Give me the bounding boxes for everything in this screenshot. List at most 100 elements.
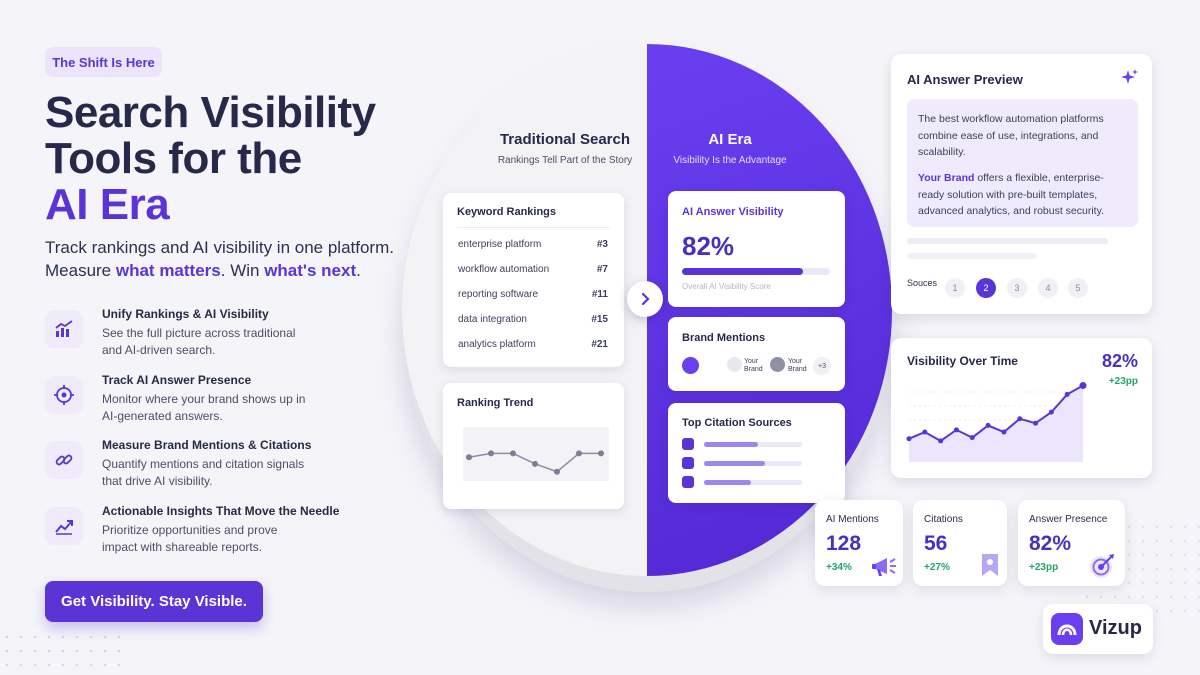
- visibility-point: [1017, 416, 1023, 422]
- keyword-term: reporting software: [458, 289, 539, 300]
- trend-point: [488, 450, 494, 457]
- keyword-rank: #3: [596, 239, 608, 250]
- bar-chart-icon: [45, 310, 83, 348]
- ranking-trend-title: Ranking Trend: [457, 397, 534, 409]
- feature-description: See the full picture across traditional …: [102, 326, 296, 357]
- dot-pattern-left: [0, 630, 120, 675]
- citation-source-icon: [682, 457, 694, 469]
- brand-mentions-title: Brand Mentions: [682, 332, 766, 344]
- visibility-over-time-chart: [906, 382, 1087, 462]
- ai-visibility-card: AI Answer Visibility 82% Overall AI Visi…: [668, 191, 845, 307]
- preview-answer-rest: offers a flexible, enterprise-ready solu…: [918, 172, 1104, 217]
- preview-title: AI Answer Preview: [907, 72, 1023, 87]
- chevron-right-icon: [641, 292, 650, 306]
- keyword-rank: #21: [591, 339, 608, 350]
- headline-line-2: Tools for the: [45, 134, 302, 183]
- ai-era-title: AI Era: [708, 131, 752, 148]
- traditional-subtitle: Rankings Tell Part of the Story: [497, 155, 633, 166]
- keyword-row: analytics platform #21: [458, 339, 608, 353]
- subhead-emphasis-2: what's next: [264, 261, 357, 280]
- visibility-over-time-delta: +23pp: [1108, 376, 1138, 387]
- brand-mentions-card: Brand Mentions Your Brand Your Brand +3: [668, 317, 845, 391]
- metric-delta: +23pp: [1029, 562, 1059, 573]
- vizup-logo: Vizup: [1043, 604, 1153, 654]
- visibility-point: [938, 438, 944, 444]
- citations-card: Citations 56 +27%: [913, 500, 1007, 586]
- metric-label: Answer Presence: [1029, 514, 1108, 525]
- ai-visibility-label: Overall AI Visibility Score: [682, 282, 771, 291]
- metric-delta: +27%: [924, 562, 950, 573]
- visibility-area: [909, 385, 1083, 462]
- visibility-point: [985, 422, 991, 428]
- brand-logo-avatar: [682, 357, 699, 374]
- citation-bar-track: [704, 480, 802, 485]
- keyword-rank: #7: [596, 264, 608, 275]
- target-icon: [45, 376, 83, 414]
- metric-value: 128: [826, 532, 862, 555]
- keyword-row: reporting software #11: [458, 289, 608, 303]
- keyword-rank: #15: [591, 314, 608, 325]
- ai-answer-preview-card: AI Answer Preview The best workflow auto…: [891, 54, 1152, 314]
- headline-line-1: Search Visibility: [45, 88, 376, 137]
- source-chip-4[interactable]: 4: [1038, 278, 1058, 298]
- target-icon: [1090, 554, 1114, 578]
- citation-bar-track: [704, 461, 802, 466]
- keyword-term: enterprise platform: [458, 239, 542, 250]
- subheadline-line-2: Measure what matters. Win what's next.: [45, 259, 405, 282]
- subhead-post: .: [356, 261, 361, 280]
- visibility-point: [969, 435, 975, 441]
- feature-mentions: Measure Brand Mentions & Citations Quant…: [45, 438, 375, 496]
- citation-bar-track: [704, 442, 802, 447]
- source-chip-5[interactable]: 5: [1068, 278, 1088, 298]
- visibility-point: [1064, 391, 1070, 397]
- feature-description: Quantify mentions and citation signals t…: [102, 457, 305, 488]
- preview-brand: Your Brand: [918, 172, 975, 184]
- brand-logo-avatar: [727, 357, 742, 372]
- visibility-over-time-card: Visibility Over Time 82% +23pp: [891, 338, 1152, 478]
- source-chip-1[interactable]: 1: [945, 278, 965, 298]
- trend-point: [510, 450, 516, 457]
- get-visibility-button[interactable]: Get Visibility. Stay Visible.: [45, 581, 263, 622]
- visibility-over-time-value: 82%: [1101, 351, 1138, 371]
- subhead-emphasis-1: what matters: [115, 261, 221, 280]
- subhead-mid: . Win: [220, 261, 265, 280]
- trend-point: [576, 450, 582, 457]
- visibility-point: [1001, 429, 1007, 435]
- metric-delta: +34%: [826, 562, 852, 573]
- vizup-logo-mark-icon: [1051, 613, 1083, 645]
- ai-visibility-bar-track: [682, 268, 830, 275]
- vizup-wordmark: Vizup: [1089, 617, 1142, 639]
- person-avatar: [770, 357, 785, 372]
- metric-label: Citations: [924, 514, 963, 525]
- metric-label: AI Mentions: [826, 514, 879, 525]
- preview-answer-box: [907, 99, 1138, 227]
- source-chip-3[interactable]: 3: [1007, 278, 1027, 298]
- citation-bar-fill: [704, 442, 758, 447]
- keyword-term: analytics platform: [458, 339, 536, 350]
- trend-point: [532, 460, 538, 467]
- answer-presence-card: Answer Presence 82% +23pp: [1018, 500, 1125, 586]
- ai-mentions-card: AI Mentions 128 +34%: [815, 500, 903, 586]
- preview-answer-text-2: Your Brand offers a flexible, enterprise…: [918, 170, 1130, 220]
- feature-insights: Actionable Insights That Move the Needle…: [45, 504, 375, 562]
- compare-arrow-button[interactable]: [627, 281, 663, 317]
- citation-sources-card: Top Citation Sources: [668, 403, 845, 503]
- preview-placeholder-line: [907, 238, 1108, 244]
- subheadline: Track rankings and AI visibility in one …: [45, 236, 405, 282]
- feature-title: Actionable Insights That Move the Needle: [102, 504, 340, 518]
- preview-placeholder-line: [907, 253, 1037, 259]
- shift-badge: The Shift Is Here: [45, 47, 162, 77]
- visibility-line: [908, 384, 1084, 443]
- citation-source-icon: [682, 438, 694, 450]
- ai-visibility-value: 82%: [682, 231, 735, 261]
- feature-description: Monitor where your brand shows up in AI-…: [102, 392, 306, 423]
- source-chip-2[interactable]: 2: [976, 278, 996, 298]
- bookmark-icon: [982, 554, 998, 576]
- visibility-point: [922, 429, 928, 435]
- trend-point: [554, 468, 560, 475]
- trend-point: [466, 454, 472, 461]
- keyword-rank: #11: [591, 289, 608, 300]
- keyword-rankings-card: Keyword Rankings: [443, 193, 624, 367]
- brand-mention-label: Your Brand: [788, 358, 807, 373]
- sources-label: Souces: [907, 278, 938, 288]
